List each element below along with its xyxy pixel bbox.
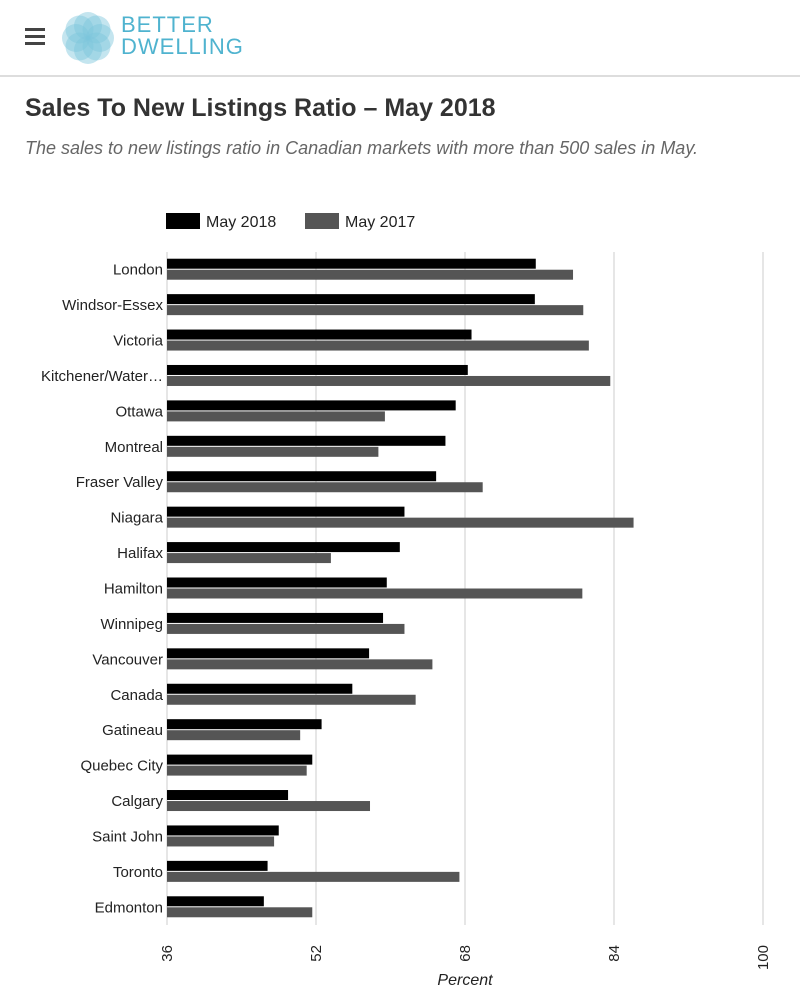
category-label: Fraser Valley [76,474,164,491]
bar-may-2017 [167,623,405,634]
category-label: Windsor-Essex [62,297,163,314]
bar-may-2018 [167,754,313,765]
legend-label-1: May 2017 [345,214,415,231]
bar-may-2017 [167,871,460,882]
bar-may-2017 [167,694,416,705]
category-label: Ottawa [115,403,163,420]
bar-may-2017 [167,375,611,386]
bar-may-2017 [167,730,301,741]
category-label: Niagara [110,510,163,527]
flower-logo-icon [62,12,114,64]
category-label: Quebec City [80,758,163,775]
category-label: Saint John [92,828,163,845]
bar-may-2018 [167,506,405,517]
bar-may-2017 [167,836,275,847]
bar-may-2018 [167,329,472,340]
category-label: London [113,262,163,279]
bar-may-2018 [167,825,279,836]
logo-line-1: BETTER [121,12,214,37]
legend-swatch-0 [166,213,200,229]
bar-may-2018 [167,577,387,588]
category-label: Victoria [113,333,163,350]
site-header: BETTER DWELLING [0,0,800,77]
x-tick-label: 84 [606,945,623,962]
category-label: Kitchener/Water… [41,368,163,385]
bar-may-2017 [167,765,307,776]
logo-line-2: DWELLING [121,34,244,59]
bar-may-2018 [167,471,437,482]
bar-may-2018 [167,790,289,801]
bar-may-2018 [167,683,353,694]
bar-may-2017 [167,517,634,528]
bar-may-2018 [167,294,535,305]
bar-may-2018 [167,435,446,446]
bar-may-2017 [167,907,313,918]
category-label: Canada [110,687,163,704]
page-subtitle: The sales to new listings ratio in Canad… [25,138,698,158]
legend-swatch-1 [305,213,339,229]
logo-text: BETTER DWELLING [121,14,244,58]
page-title: Sales To New Listings Ratio – May 2018 [25,94,496,122]
category-label: Halifax [117,545,163,562]
bar-may-2018 [167,258,536,269]
category-label: Gatineau [102,722,163,739]
bar-may-2017 [167,659,433,670]
legend-label-0: May 2018 [206,214,276,231]
category-label: Hamilton [104,581,163,598]
bar-chart: May 2018 May 2017 36 52 68 84 100 Percent London… [41,213,772,989]
bar-may-2017 [167,446,379,457]
bar-may-2017 [167,588,583,599]
category-label: Toronto [113,864,163,881]
x-tick-label: 100 [755,945,772,970]
category-label: Winnipeg [100,616,163,633]
bar-may-2018 [167,612,384,623]
bar-may-2018 [167,364,468,375]
bar-may-2018 [167,400,456,411]
category-label: Edmonton [95,899,163,916]
logo[interactable] [58,8,118,73]
bar-may-2018 [167,648,370,659]
bar-may-2017 [167,340,589,351]
hamburger-menu-icon[interactable] [25,28,45,46]
bar-may-2018 [167,860,268,871]
x-tick-label: 36 [159,945,176,962]
bar-may-2017 [167,411,385,422]
category-label: Montreal [105,439,163,456]
x-tick-label: 52 [308,945,325,962]
bar-may-2018 [167,542,400,553]
bar-may-2017 [167,269,574,280]
bar-may-2018 [167,719,322,730]
bar-may-2017 [167,305,584,316]
bar-may-2018 [167,896,264,907]
category-label: Vancouver [92,651,163,668]
bar-may-2017 [167,801,371,812]
bar-may-2017 [167,553,331,564]
x-tick-label: 68 [457,945,474,962]
category-label: Calgary [111,793,163,810]
x-axis-label: Percent [437,972,493,989]
bar-may-2017 [167,482,483,493]
